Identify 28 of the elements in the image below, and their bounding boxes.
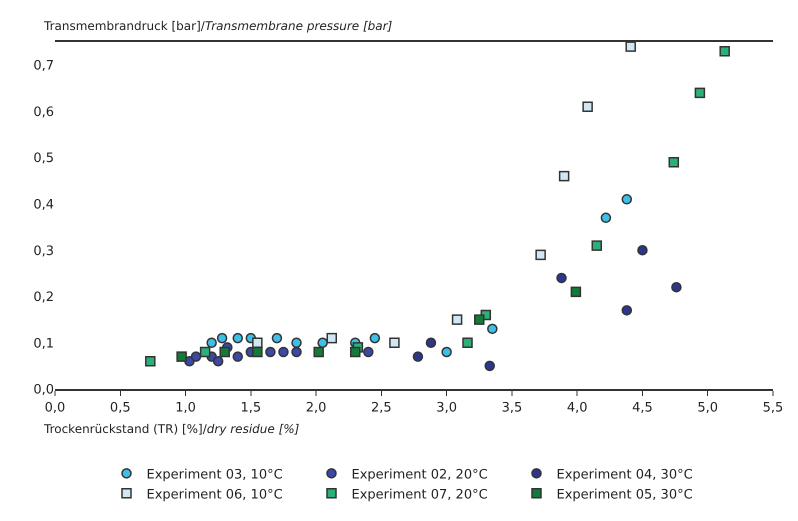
y-tick-label: 0,4 — [33, 197, 54, 212]
x-tick-label: 2,5 — [371, 400, 392, 416]
x-tick-label: 1,0 — [175, 400, 196, 416]
y-tick-label: 0,2 — [33, 290, 54, 306]
x-tick-label: 3,5 — [502, 400, 522, 416]
x-tick-label: 3,0 — [436, 400, 457, 416]
legend-label: Experiment 03, 10°C — [146, 467, 283, 482]
legend-label: Experiment 04, 30°C — [556, 467, 693, 482]
x-tick-label: 2,0 — [306, 400, 326, 416]
y-tick-label: 0,0 — [33, 382, 54, 398]
x-tick-label: 4,5 — [632, 400, 653, 416]
y-tick-label: 0,5 — [33, 151, 54, 166]
y-tick-label: 0,3 — [33, 244, 54, 259]
legend-label: Experiment 05, 30°C — [556, 487, 693, 502]
y-tick-label: 0,7 — [33, 58, 54, 74]
x-tick-label: 0,5 — [110, 400, 131, 416]
y-tick-label: 0,1 — [33, 336, 54, 352]
x-tick-label: 1,5 — [240, 400, 262, 416]
legend-label: Experiment 02, 20°C — [352, 467, 488, 482]
x-tick-label: 4,0 — [566, 400, 588, 416]
x-axis-title: Trockenrückstand (TR) [%]/dry residue [%] — [43, 422, 300, 436]
x-tick-label: 0,0 — [44, 400, 66, 416]
legend-label: Experiment 06, 10°C — [146, 487, 283, 502]
x-tick-label: 5,5 — [762, 400, 784, 416]
y-tick-label: 0,6 — [33, 104, 54, 120]
legend-label: Experiment 07, 20°C — [352, 487, 488, 502]
x-tick-label: 5,0 — [697, 400, 718, 416]
y-axis-title: Transmembrandruck [bar]/Transmembrane pressure [bar] — [43, 19, 393, 33]
